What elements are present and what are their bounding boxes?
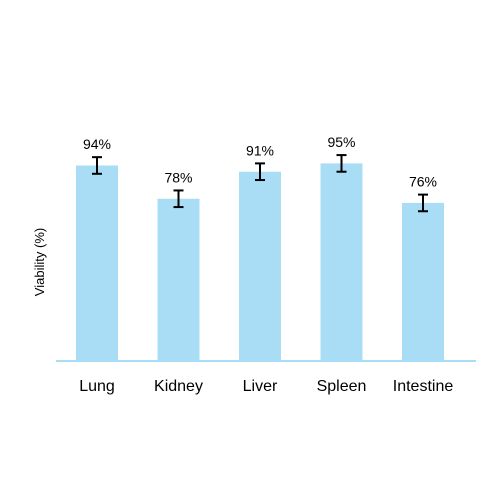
- error-bar-lung: [92, 156, 102, 175]
- bar-liver: [239, 171, 281, 361]
- bar-intestine: [402, 202, 444, 361]
- x-tick-label-liver: Liver: [243, 378, 278, 395]
- error-bar-intestine: [418, 193, 428, 213]
- bar-spleen: [320, 163, 363, 361]
- x-tick-label-lung: Lung: [79, 378, 115, 395]
- bar-kidney: [157, 198, 200, 361]
- x-tick-label-kidney: Kidney: [154, 378, 203, 395]
- data-label-lung: 94%: [83, 136, 111, 152]
- y-axis-title: Viability (%): [32, 228, 47, 296]
- data-label-intestine: 76%: [409, 174, 437, 190]
- bar-lung: [76, 165, 118, 361]
- error-bars-layer: [92, 154, 428, 213]
- data-labels-layer: 94% 78% 91% 95% 76%: [83, 134, 437, 190]
- data-label-spleen: 95%: [327, 134, 355, 150]
- x-tick-label-spleen: Spleen: [317, 378, 367, 395]
- error-bar-kidney: [173, 189, 184, 209]
- data-label-kidney: 78%: [164, 169, 192, 185]
- data-label-liver: 91%: [246, 142, 274, 158]
- error-bar-liver: [255, 162, 265, 182]
- category-labels-layer: Lung Kidney Liver Spleen Intestine: [79, 378, 453, 395]
- bars-layer: [76, 163, 444, 361]
- x-tick-label-intestine: Intestine: [393, 378, 454, 395]
- error-bar-spleen: [336, 154, 347, 173]
